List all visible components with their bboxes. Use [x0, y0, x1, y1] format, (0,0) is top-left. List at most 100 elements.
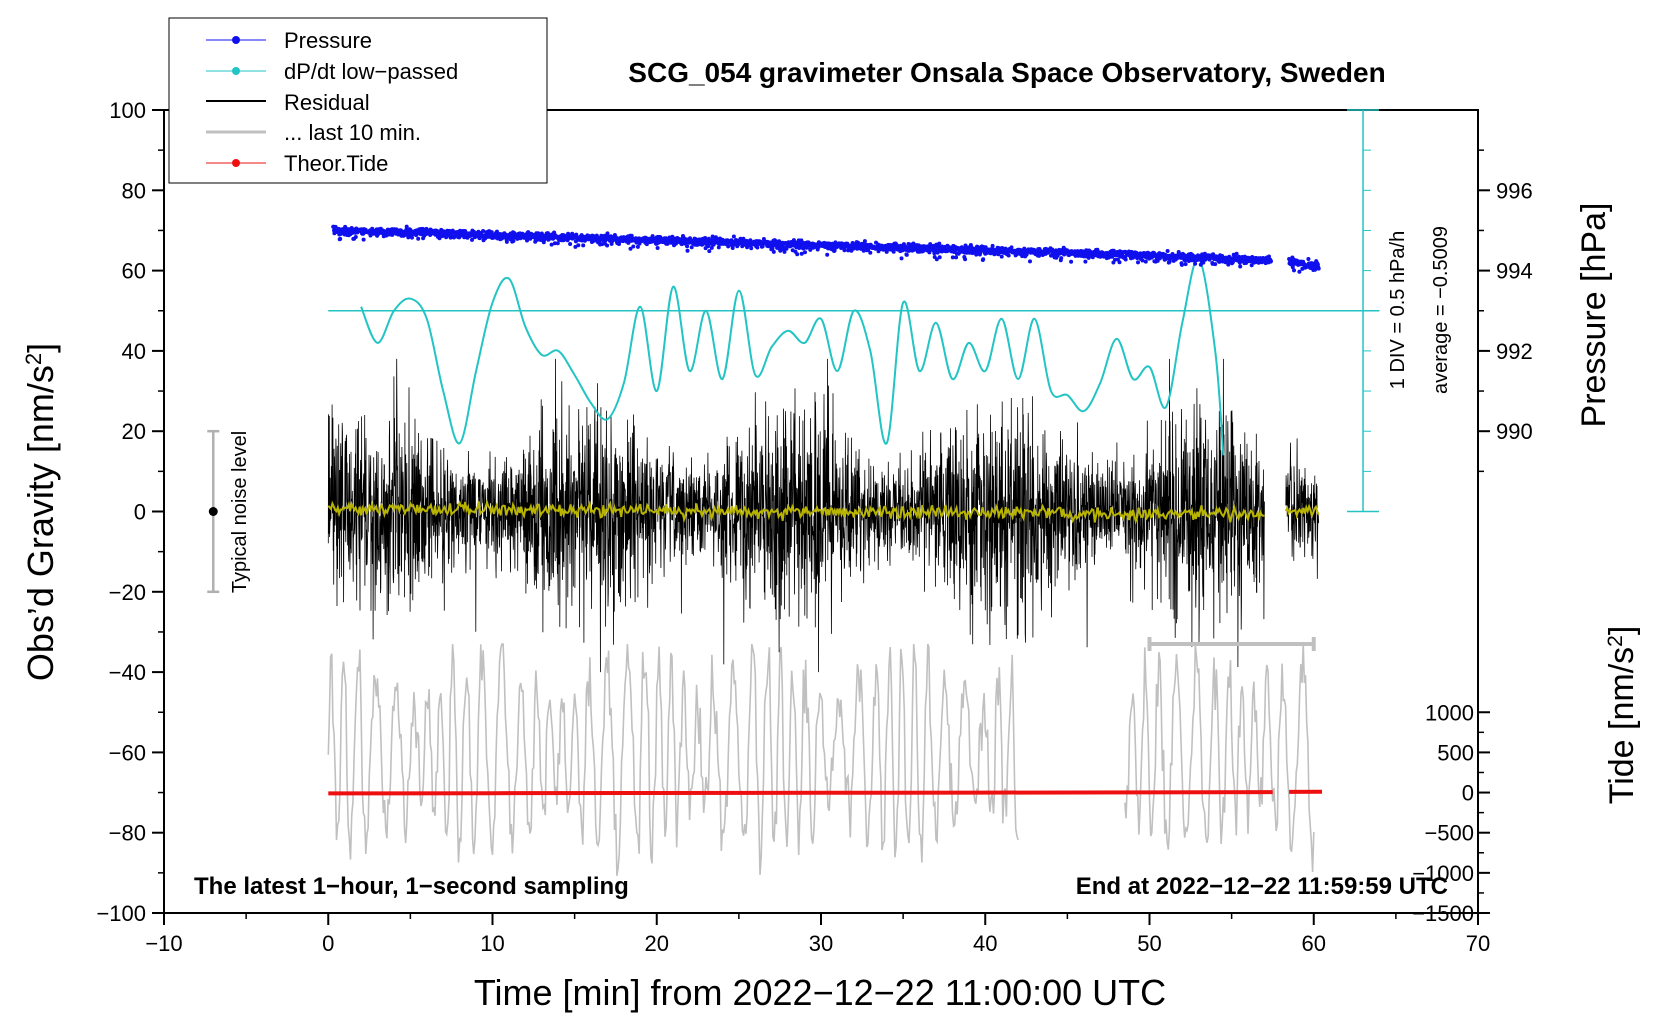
- y-axis-ticks: 100 80 60 40 20 0 −20 −40 −60 −80 −100: [96, 98, 164, 926]
- pressure-point: [1297, 269, 1302, 274]
- pressure-point: [581, 243, 586, 248]
- pressure-tick-label: 994: [1496, 259, 1533, 284]
- pressure-point: [1069, 259, 1074, 264]
- tide-tick-label: 0: [1462, 781, 1474, 806]
- dpdt-division-label: 1 DIV = 0.5 hPa/h: [1387, 231, 1409, 389]
- pressure-point: [999, 254, 1004, 259]
- noise-level-dot: [208, 507, 218, 516]
- legend-entry-residual: Residual: [206, 90, 370, 115]
- tide-tick-label: −1500: [1412, 901, 1474, 926]
- pressure-point: [749, 246, 754, 251]
- x-axis-ticks: −10 0 10 20 30 40 50 60 70: [145, 913, 1490, 956]
- pressure-point: [950, 255, 955, 260]
- pressure-point: [709, 245, 714, 250]
- pressure-point: [573, 244, 578, 249]
- pressure-point: [635, 244, 640, 249]
- pressure-axis-ticks: 996 994 992 990: [1478, 149, 1533, 473]
- pressure-point: [714, 236, 719, 241]
- end-time-annotation: End at 2022−12−22 11:59:59 UTC: [1076, 873, 1448, 900]
- residual-layer: [327, 358, 1320, 673]
- pressure-point: [760, 244, 765, 249]
- pressure-point: [899, 256, 904, 261]
- pressure-point: [333, 224, 338, 229]
- tide-tick-label: 500: [1437, 740, 1474, 765]
- pressure-point: [410, 235, 414, 240]
- pressure-point: [1193, 261, 1198, 266]
- y-tick-label: −60: [109, 740, 146, 765]
- pressure-point: [685, 244, 690, 249]
- pressure-point: [731, 234, 736, 239]
- pressure-point: [504, 239, 509, 244]
- pressure-point: [954, 255, 959, 260]
- y-axis-label-tide: Tide [nm/s2]: [1603, 626, 1641, 805]
- pressure-point: [862, 239, 867, 244]
- dpdt-line: [360, 257, 1225, 456]
- pressure-point: [679, 242, 684, 247]
- pressure-point: [803, 250, 807, 255]
- chart-title: SCG_054 gravimeter Onsala Space Observat…: [628, 57, 1385, 88]
- y-tick-label: −80: [109, 821, 146, 846]
- tide-tick-label: −1000: [1412, 861, 1474, 886]
- pressure-point: [808, 247, 813, 252]
- pressure-point: [549, 242, 554, 247]
- legend-entry-tide: Theor.Tide: [206, 151, 388, 176]
- pressure-point: [353, 235, 358, 239]
- pressure-point: [1083, 259, 1088, 264]
- pressure-tick-label: 992: [1496, 339, 1533, 364]
- y-axis-label-pressure: Pressure [hPa]: [1575, 203, 1613, 428]
- pressure-point: [511, 239, 516, 243]
- pressure-point: [1165, 249, 1170, 253]
- dpdt-average-label: average = −0.5009: [1430, 226, 1452, 394]
- legend-label-tide: Theor.Tide: [284, 151, 388, 176]
- pressure-point: [825, 252, 830, 257]
- pressure-point: [981, 257, 986, 262]
- pressure-point: [770, 246, 775, 251]
- y-tick-label: −40: [109, 660, 146, 685]
- y-tick-label: 60: [122, 259, 146, 284]
- pressure-point: [784, 246, 789, 251]
- pressure-point: [628, 246, 633, 251]
- x-tick-label: 40: [973, 931, 997, 956]
- pressure-point: [832, 248, 837, 253]
- pressure-point: [1179, 262, 1184, 267]
- pressure-point: [489, 230, 494, 235]
- x-tick-label: 70: [1466, 931, 1490, 956]
- legend-entry-dpdt: dP/dt low−passed: [206, 59, 458, 84]
- pressure-point: [771, 249, 776, 254]
- pressure-point: [631, 244, 636, 249]
- pressure-point: [481, 229, 486, 233]
- y-tick-label: 80: [122, 178, 146, 203]
- tide-line: [328, 790, 1273, 796]
- pressure-point: [1090, 255, 1095, 260]
- tide-tick-label: −500: [1424, 821, 1474, 846]
- pressure-point: [1183, 262, 1188, 267]
- pressure-tick-label: 996: [1496, 178, 1533, 203]
- pressure-point: [1249, 263, 1254, 268]
- pressure-point: [730, 246, 735, 250]
- pressure-point: [963, 257, 968, 262]
- pressure-point: [868, 250, 873, 255]
- pressure-point: [404, 224, 409, 229]
- legend-entry-last-10-min: ... last 10 min.: [206, 120, 421, 145]
- legend: Pressure dP/dt low−passed Residual ... l…: [168, 17, 548, 184]
- pressure-point: [934, 257, 939, 262]
- x-tick-label: 0: [322, 931, 334, 956]
- pressure-point: [716, 245, 721, 250]
- pressure-point: [1006, 253, 1011, 258]
- pressure-point: [978, 250, 983, 255]
- pressure-point: [1113, 257, 1117, 262]
- legend-marker-pressure: [232, 36, 240, 44]
- tide-layer: [328, 789, 1323, 796]
- legend-entry-pressure: Pressure: [206, 28, 372, 53]
- last-10-min-line: [1124, 643, 1315, 873]
- pressure-point: [605, 231, 610, 236]
- x-tick-label: 20: [645, 931, 669, 956]
- y-tick-label: −20: [109, 580, 146, 605]
- pressure-point: [1234, 251, 1239, 256]
- y-tick-label: 100: [109, 98, 146, 123]
- y-tick-label: −100: [96, 901, 146, 926]
- y-axis-label-left: Obs’d Gravity [nm/s2]: [20, 343, 61, 681]
- pressure-point: [707, 249, 712, 254]
- pressure-point: [726, 244, 731, 249]
